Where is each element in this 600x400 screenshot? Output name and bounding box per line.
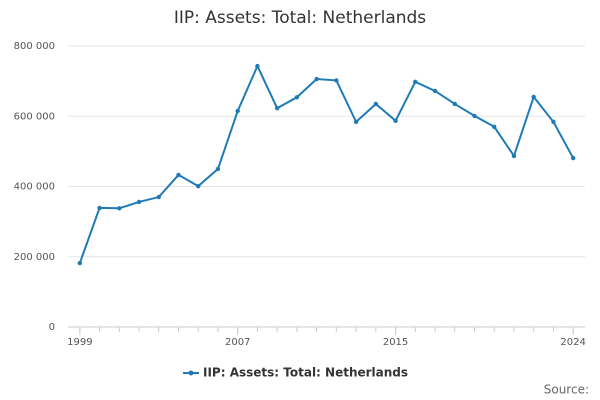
x-tick-label: 2015 — [383, 337, 408, 348]
data-point — [511, 153, 517, 159]
data-point — [235, 108, 240, 114]
x-tick-label: 1999 — [67, 337, 92, 348]
data-point — [215, 166, 221, 172]
data-point — [156, 194, 161, 200]
data-point — [196, 183, 201, 189]
data-point — [551, 119, 556, 125]
data-line — [78, 63, 575, 264]
data-point — [77, 260, 83, 266]
data-point — [117, 206, 122, 211]
y-tick-label: 600 000 — [14, 111, 55, 122]
y-tick-label: 0 — [49, 322, 55, 333]
source: Source: — [544, 383, 589, 397]
data-point — [294, 95, 300, 100]
data-point — [136, 199, 142, 205]
data-point — [353, 119, 359, 125]
data-point — [255, 63, 260, 69]
data-point — [570, 155, 576, 161]
legend-label: IIP: Assets: Total: Netherlands — [203, 366, 408, 380]
data-point — [334, 78, 339, 83]
data-point — [393, 118, 398, 124]
data-point — [472, 113, 477, 119]
data-point — [452, 101, 457, 107]
y-tick-label: 800 000 — [14, 41, 55, 52]
data-point — [413, 79, 418, 85]
y-tick-label: 400 000 — [14, 182, 55, 193]
legend-marker — [188, 370, 194, 376]
data-point — [176, 172, 181, 178]
data-point — [274, 105, 280, 111]
x-tick-label: 2007 — [225, 337, 250, 348]
chart-title: IIP: Assets: Total: Netherlands — [174, 8, 426, 28]
data-point — [314, 76, 319, 82]
y-tick-label: 200 000 — [14, 252, 55, 263]
data-point — [432, 88, 438, 94]
x-tick-label: 2024 — [560, 337, 585, 348]
data-point — [492, 124, 497, 129]
data-point — [97, 205, 102, 211]
data-point — [373, 101, 379, 107]
data-point — [531, 94, 536, 100]
